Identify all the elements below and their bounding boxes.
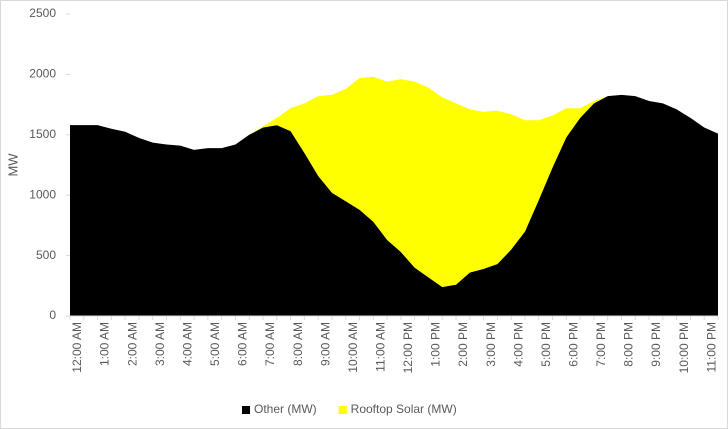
y-tick-label: 0 bbox=[49, 308, 56, 322]
x-tick-label: 1:00 PM bbox=[429, 322, 443, 367]
x-tick-label: 1:00 AM bbox=[98, 322, 112, 366]
y-tick-label: 500 bbox=[36, 248, 56, 262]
x-tick-label: 2:00 PM bbox=[456, 322, 470, 367]
y-axis-label: MW bbox=[5, 153, 20, 177]
x-tick-label: 3:00 PM bbox=[484, 322, 498, 367]
area bbox=[70, 76, 718, 288]
x-tick-label: 6:00 AM bbox=[236, 322, 250, 366]
x-tick-label: 7:00 AM bbox=[263, 322, 277, 366]
x-tick-label: 10:00 AM bbox=[346, 322, 360, 373]
x-tick-label: 4:00 AM bbox=[180, 322, 194, 366]
x-tick-label: 5:00 PM bbox=[539, 322, 553, 367]
x-tick-label: 12:00 PM bbox=[401, 322, 415, 373]
x-tick-label: 7:00 PM bbox=[594, 322, 608, 367]
x-tick-label: 2:00 AM bbox=[125, 322, 139, 366]
x-tick-label: 8:00 AM bbox=[291, 322, 305, 366]
y-tick-label: 1000 bbox=[29, 187, 56, 201]
x-tick-label: 11:00 PM bbox=[704, 322, 718, 372]
x-tick-label: 12:00 AM bbox=[70, 322, 84, 373]
x-tick-label: 8:00 PM bbox=[622, 322, 636, 367]
x-tick-label: 9:00 AM bbox=[318, 322, 332, 366]
x-tick-label: 3:00 AM bbox=[153, 322, 167, 366]
y-tick-label: 1500 bbox=[29, 127, 56, 141]
legend-label: Rooftop Solar (MW) bbox=[351, 402, 457, 416]
y-tick-label: 2000 bbox=[29, 67, 56, 81]
y-tick-label: 2500 bbox=[29, 6, 56, 20]
x-tick-label: 10:00 PM bbox=[677, 322, 691, 373]
legend-swatch bbox=[242, 406, 250, 414]
x-tick-label: 9:00 PM bbox=[649, 322, 663, 367]
legend-label: Other (MW) bbox=[254, 402, 317, 416]
x-tick-label: 4:00 PM bbox=[511, 322, 525, 367]
x-tick-label: 5:00 AM bbox=[208, 322, 222, 366]
x-tick-label: 6:00 PM bbox=[567, 322, 581, 367]
area bbox=[70, 94, 718, 316]
legend-swatch bbox=[338, 406, 347, 414]
x-tick-label: 11:00 AM bbox=[373, 322, 387, 372]
